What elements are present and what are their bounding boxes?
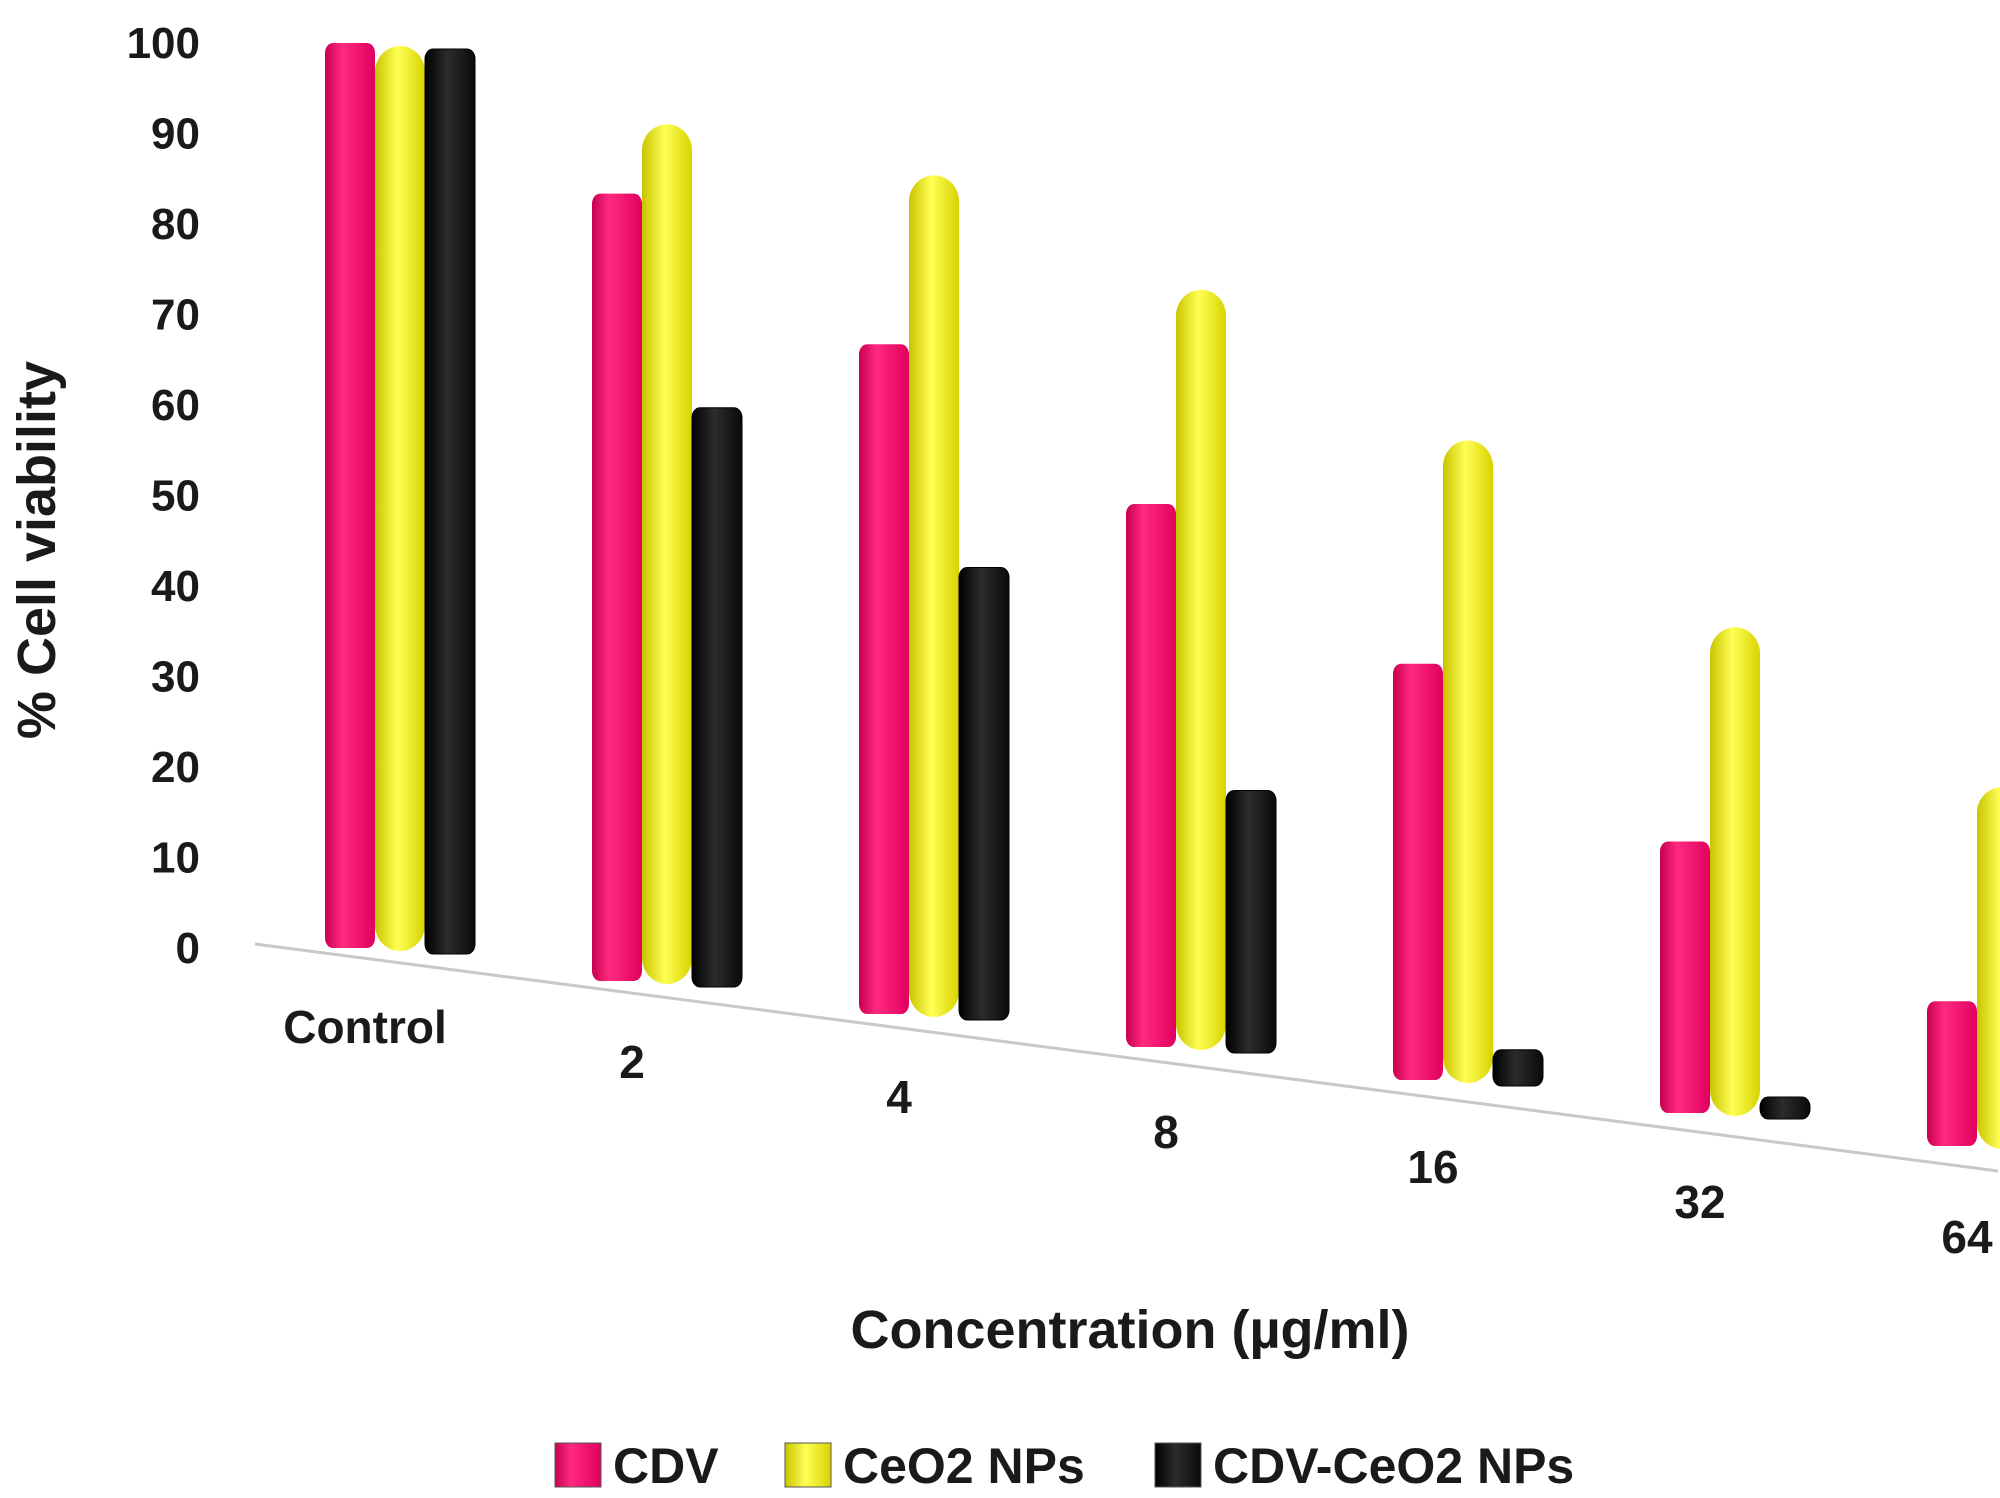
y-tick-label: 60 xyxy=(151,381,200,430)
legend-swatch xyxy=(554,1442,602,1488)
bar-cdv-ceo2-nps xyxy=(691,407,743,988)
x-axis-line xyxy=(254,942,1999,1173)
y-tick-label: 90 xyxy=(151,110,200,159)
legend: CDV CeO2 NPs CDV-CeO2 NPs xyxy=(554,1438,1574,1494)
bar-cdv xyxy=(1660,841,1710,1113)
y-tick-label: 0 xyxy=(176,924,200,973)
legend-swatch xyxy=(784,1442,832,1488)
bar-ceo2-nps xyxy=(909,175,959,1018)
bar-group xyxy=(325,43,476,955)
bar-cdv xyxy=(1927,1001,1977,1146)
bar-group xyxy=(1126,289,1277,1054)
legend-label: CDV-CeO2 NPs xyxy=(1213,1438,1574,1493)
bar-ceo2-nps xyxy=(642,124,692,984)
bars-layer xyxy=(325,43,2000,1149)
x-tick-label: 2 xyxy=(619,1036,645,1088)
y-tick-label: 80 xyxy=(151,200,200,249)
legend-item: CeO2 NPs xyxy=(784,1438,1085,1494)
y-tick-label: 50 xyxy=(151,472,200,521)
legend-item: CDV xyxy=(554,1438,719,1494)
bar-ceo2-nps xyxy=(1443,440,1493,1083)
axis-layer xyxy=(254,942,1999,1173)
legend-swatch xyxy=(1154,1442,1202,1488)
bar-cdv-ceo2-nps xyxy=(1492,1049,1544,1087)
bar-ceo2-nps xyxy=(375,46,425,951)
bar-cdv xyxy=(859,344,909,1014)
bar-cdv-ceo2-nps xyxy=(958,567,1010,1021)
x-axis-ticks: Control 2 4 8 16 32 64 xyxy=(283,1001,1993,1263)
legend-label: CeO2 NPs xyxy=(843,1438,1085,1493)
bar-group xyxy=(1660,627,1811,1120)
bar-cdv xyxy=(1393,663,1443,1080)
x-axis-title: Concentration (µg/ml) xyxy=(850,1300,1409,1360)
bar-cdv xyxy=(325,43,375,948)
bar-cdv xyxy=(1126,504,1176,1047)
x-tick-label: 32 xyxy=(1674,1176,1725,1228)
bar-cdv xyxy=(592,193,642,981)
legend-label: CDV xyxy=(613,1438,719,1493)
x-tick-label: 16 xyxy=(1407,1141,1458,1193)
legend-item: CDV-CeO2 NPs xyxy=(1154,1438,1574,1494)
y-tick-label: 20 xyxy=(151,743,200,792)
y-tick-label: 30 xyxy=(151,653,200,702)
bar-ceo2-nps xyxy=(1977,787,2000,1149)
y-tick-label: 70 xyxy=(151,291,200,340)
y-tick-label: 10 xyxy=(151,834,200,883)
bar-group xyxy=(1927,787,2000,1149)
bar-group xyxy=(592,124,743,988)
bar-group xyxy=(859,175,1010,1021)
bar-cdv-ceo2-nps xyxy=(1225,790,1277,1054)
bar-cdv-ceo2-nps xyxy=(424,48,476,955)
y-tick-label: 40 xyxy=(151,562,200,611)
x-tick-label: 4 xyxy=(886,1071,912,1123)
y-axis-title: % Cell viability xyxy=(7,361,67,739)
bar-ceo2-nps xyxy=(1710,627,1760,1116)
bar-group xyxy=(1393,440,1544,1087)
y-axis-ticks: 0 10 20 30 40 50 60 70 80 90 100 xyxy=(127,19,200,973)
bar-cdv-ceo2-nps xyxy=(1759,1096,1811,1120)
x-tick-label: 64 xyxy=(1941,1211,1993,1263)
x-tick-label: 8 xyxy=(1153,1106,1179,1158)
y-tick-label: 100 xyxy=(127,19,200,68)
x-tick-label: Control xyxy=(283,1001,447,1053)
bar-ceo2-nps xyxy=(1176,289,1226,1050)
